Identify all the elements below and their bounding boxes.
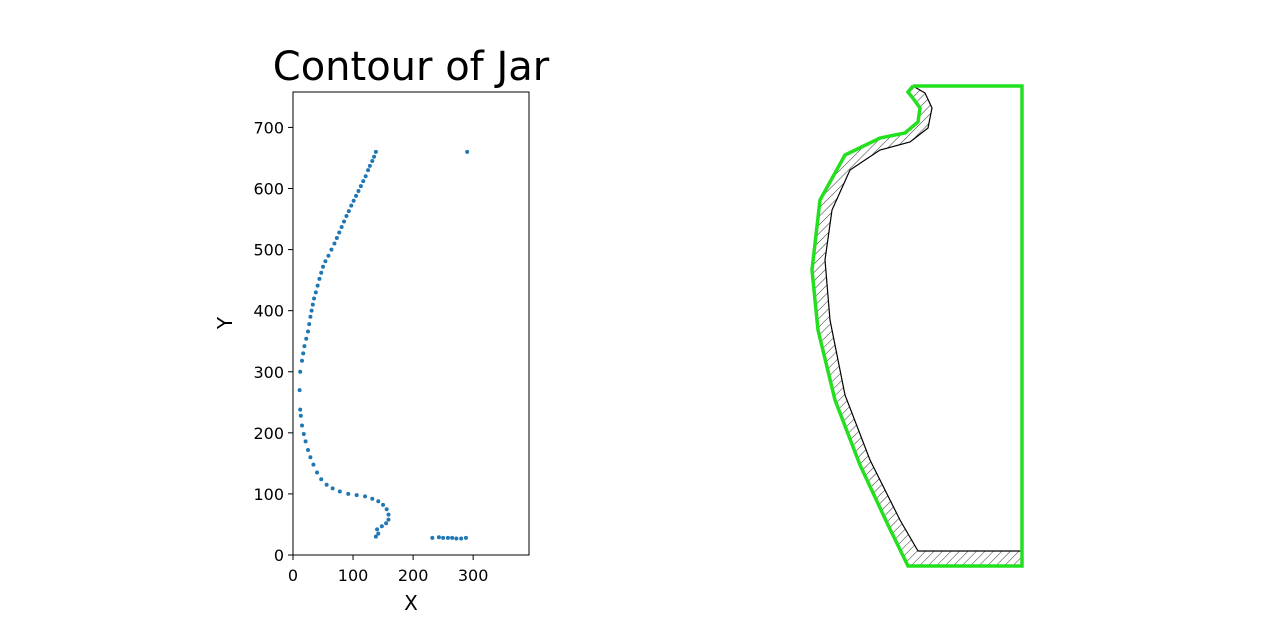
- x-tick-label: 200: [398, 566, 429, 585]
- point: [330, 486, 335, 491]
- point: [373, 149, 378, 154]
- point: [319, 477, 324, 482]
- point: [344, 213, 349, 218]
- point: [337, 230, 342, 235]
- point: [342, 219, 347, 224]
- point: [321, 264, 326, 269]
- y-tick-label: 400: [253, 302, 284, 321]
- point: [301, 351, 306, 356]
- point: [298, 407, 303, 412]
- point: [306, 329, 311, 334]
- point: [436, 535, 441, 540]
- point: [441, 535, 446, 540]
- point: [356, 188, 361, 193]
- point: [300, 423, 305, 428]
- x-tick-label: 0: [288, 566, 298, 585]
- point: [312, 296, 317, 301]
- point: [300, 358, 305, 363]
- point: [311, 462, 316, 467]
- point: [463, 535, 468, 540]
- point: [384, 521, 389, 526]
- point: [354, 193, 359, 198]
- point: [307, 322, 312, 327]
- point: [346, 209, 351, 214]
- point: [450, 535, 455, 540]
- point: [358, 184, 363, 189]
- plot-frame: [292, 91, 530, 556]
- y-tick-label: 500: [253, 241, 284, 260]
- point: [309, 308, 314, 313]
- point: [324, 482, 329, 487]
- point: [298, 369, 303, 374]
- point: [304, 336, 309, 341]
- jar-outline: [810, 84, 1024, 568]
- point: [298, 413, 303, 418]
- point: [375, 527, 380, 532]
- point: [303, 439, 308, 444]
- point: [370, 159, 375, 164]
- point: [351, 198, 356, 203]
- point: [361, 179, 366, 184]
- point: [315, 470, 320, 475]
- point: [332, 241, 337, 246]
- point: [301, 432, 306, 437]
- point: [334, 235, 339, 240]
- point: [465, 149, 470, 154]
- y-axis-label: Y: [213, 316, 237, 330]
- point: [297, 388, 302, 393]
- point: [319, 270, 324, 275]
- y-tick-label: 600: [253, 180, 284, 199]
- x-tick-label: 100: [338, 566, 369, 585]
- point: [302, 344, 307, 349]
- point: [384, 507, 389, 512]
- point: [376, 499, 381, 504]
- y-tick-label: 0: [274, 546, 284, 565]
- point: [326, 253, 331, 258]
- point: [379, 524, 384, 529]
- point: [354, 493, 359, 498]
- point: [381, 502, 386, 507]
- point: [454, 536, 459, 541]
- point: [367, 163, 372, 168]
- point: [366, 168, 371, 173]
- point: [308, 314, 313, 319]
- point: [349, 203, 354, 208]
- y-tick-label: 300: [253, 363, 284, 382]
- point: [329, 247, 334, 252]
- chart-title: Contour of Jar: [273, 44, 550, 90]
- point: [373, 534, 378, 539]
- point: [317, 276, 322, 281]
- y-tick-label: 700: [253, 118, 284, 137]
- point: [459, 536, 464, 541]
- point: [308, 455, 313, 460]
- y-tick-label: 100: [253, 485, 284, 504]
- point: [376, 531, 381, 536]
- y-tick-label: 200: [253, 424, 284, 443]
- point: [370, 496, 375, 501]
- point: [313, 290, 318, 295]
- point: [346, 491, 351, 496]
- point: [323, 259, 328, 264]
- point: [430, 535, 435, 540]
- point: [310, 302, 315, 307]
- point: [363, 174, 368, 179]
- point: [372, 154, 377, 159]
- point: [339, 224, 344, 229]
- point: [386, 512, 391, 517]
- point: [306, 447, 311, 452]
- x-tick-label: 300: [458, 566, 489, 585]
- point: [386, 517, 391, 522]
- x-axis-label: X: [404, 591, 418, 615]
- point: [337, 489, 342, 494]
- point: [363, 494, 368, 499]
- point: [445, 535, 450, 540]
- jar-drawing: [810, 84, 1024, 568]
- scatter-plot: Contour of Jar X Y 0 100 200 300 0 100 200 300 4…: [213, 44, 550, 615]
- point: [315, 283, 320, 288]
